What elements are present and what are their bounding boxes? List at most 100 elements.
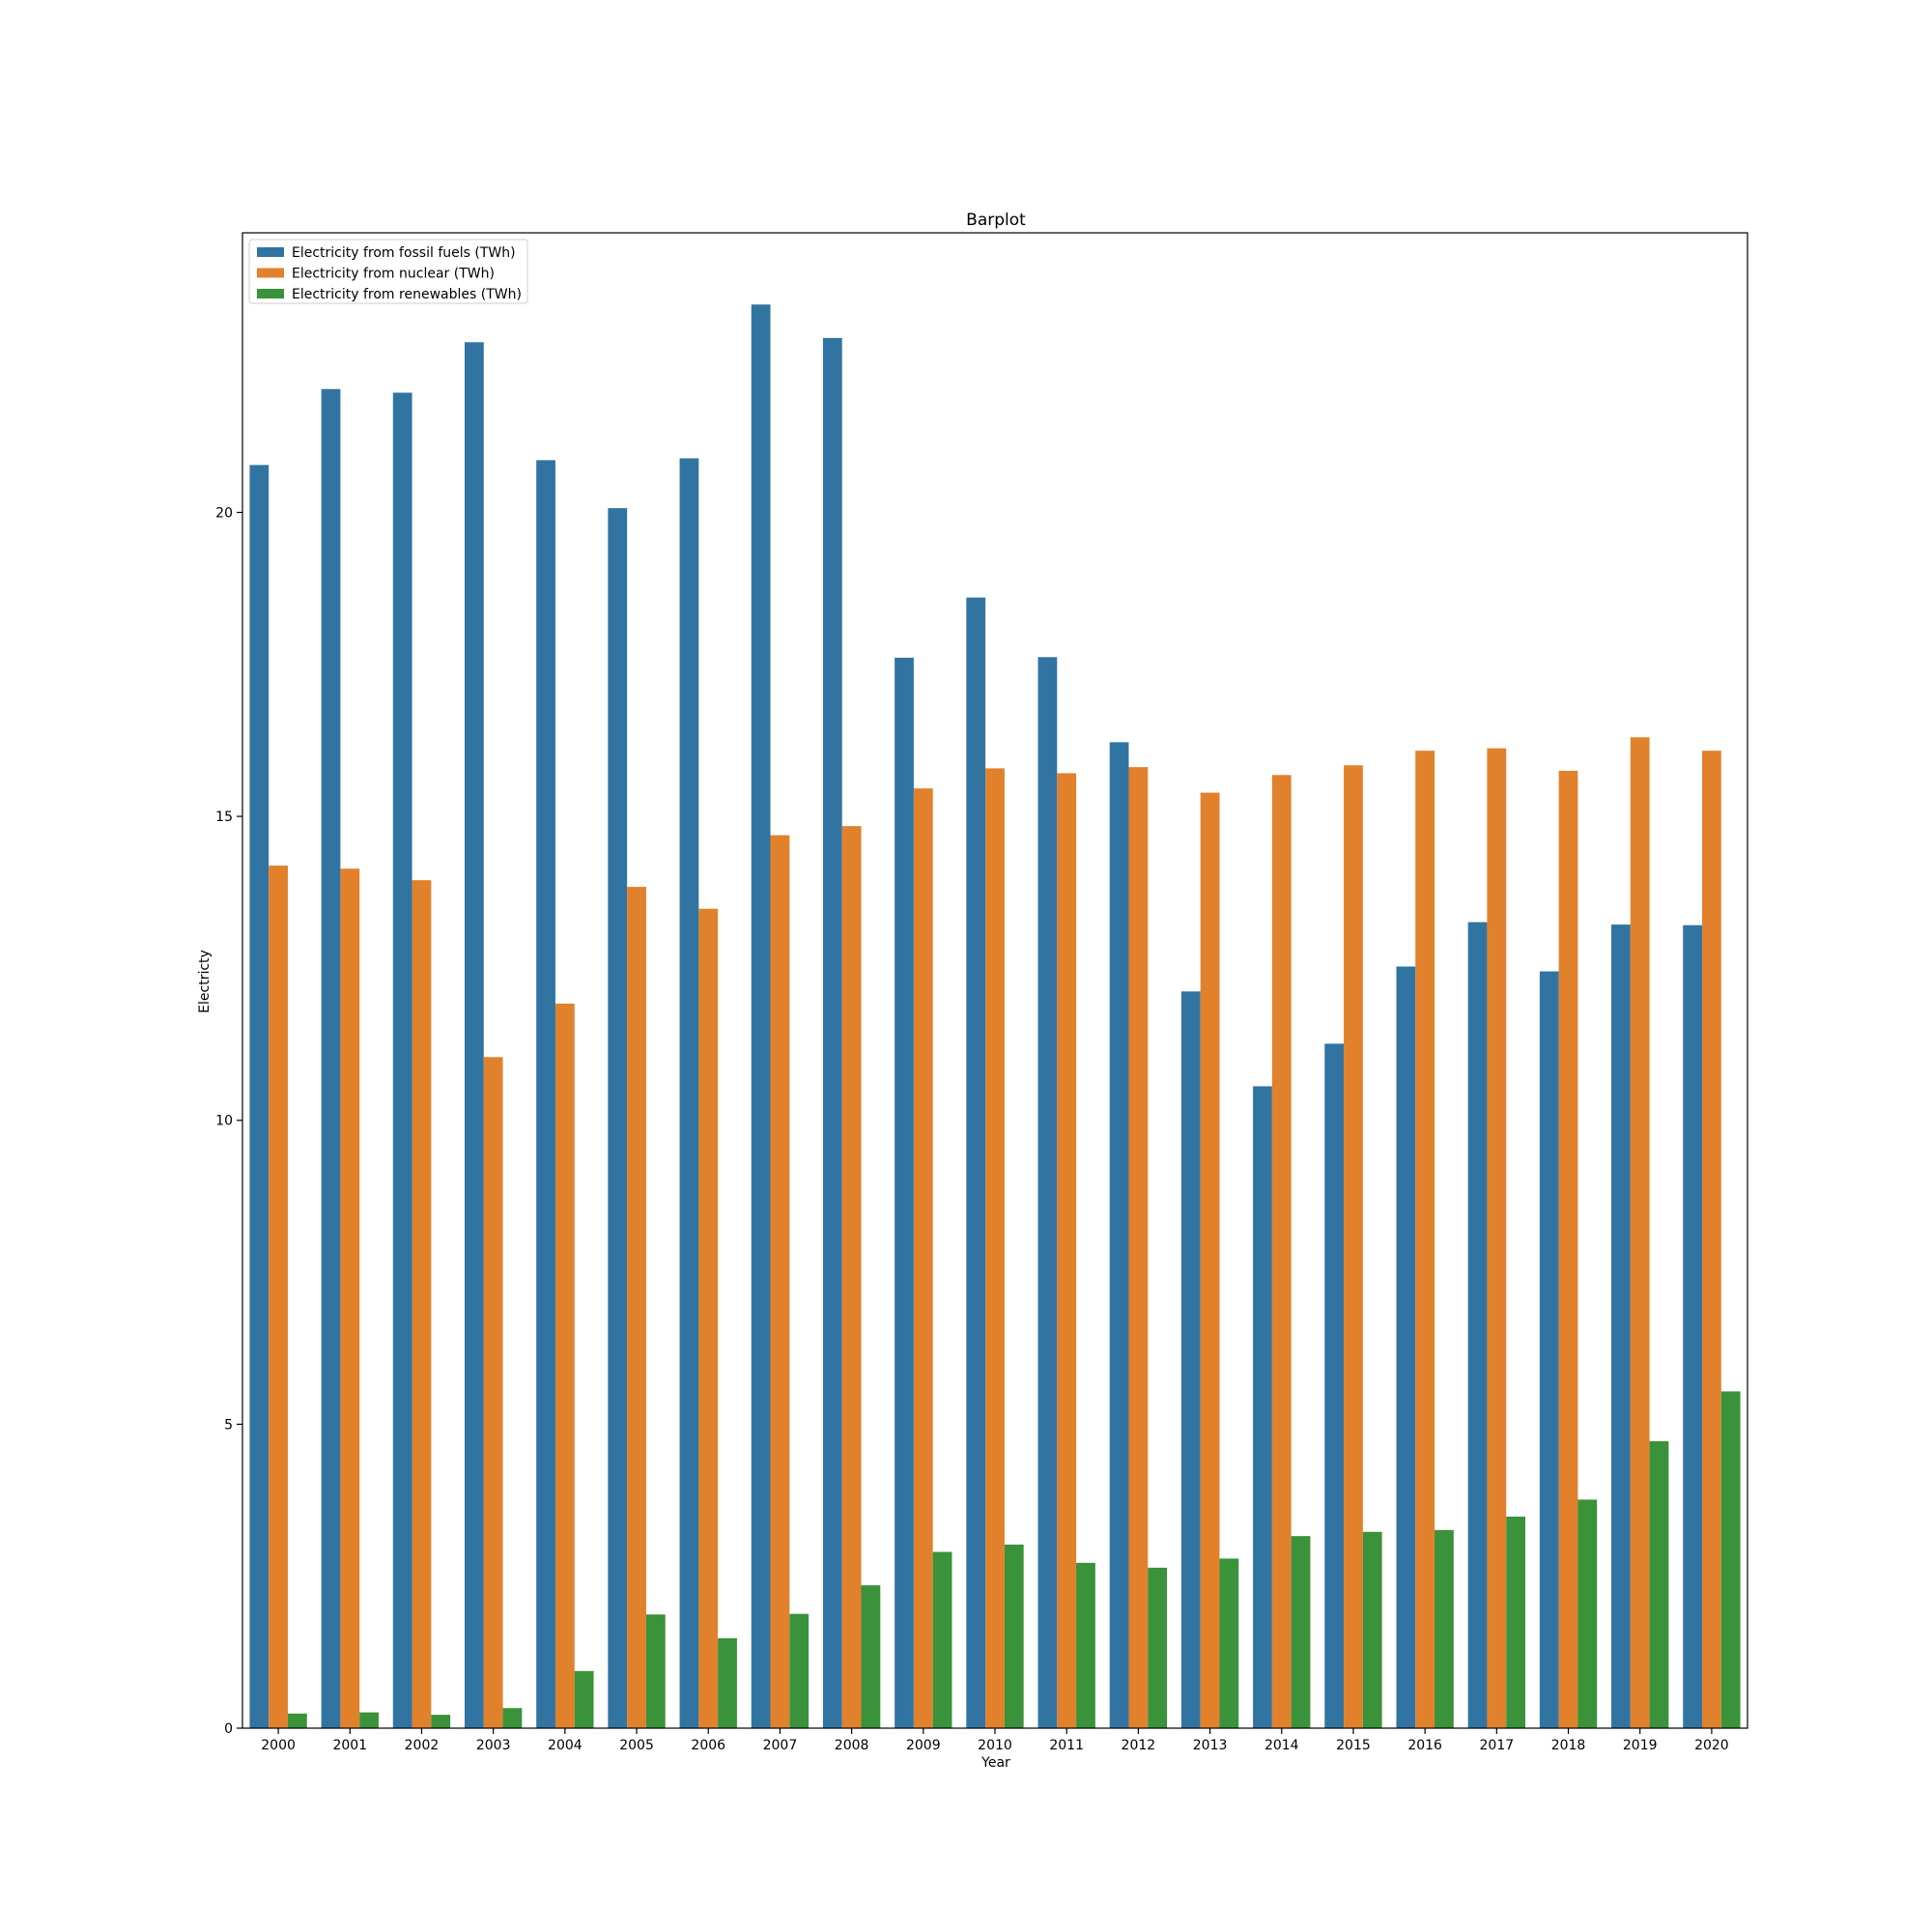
bar-2-20 [1720, 1391, 1741, 1728]
bar-2-15 [1362, 1531, 1382, 1728]
legend-swatch-2 [257, 289, 284, 298]
chart-title: Barplot [966, 211, 1026, 230]
x-tick-label: 2000 [261, 1738, 296, 1753]
bar-1-20 [1702, 751, 1721, 1728]
bar-1-4 [554, 1003, 575, 1728]
bar-1-18 [1558, 770, 1578, 1728]
bar-1-5 [627, 887, 646, 1728]
bar-2-11 [1076, 1562, 1095, 1728]
bar-2-17 [1506, 1517, 1526, 1728]
bar-1-12 [1128, 767, 1149, 1728]
bar-0-9 [895, 657, 914, 1728]
bar-2-2 [431, 1715, 451, 1728]
x-tick-label: 2013 [1193, 1738, 1228, 1753]
bar-2-0 [287, 1713, 307, 1728]
x-tick-label: 2017 [1480, 1738, 1515, 1753]
legend-label-2: Electricity from renewables (TWh) [292, 287, 522, 302]
bar-2-7 [789, 1613, 810, 1728]
bar-1-15 [1344, 765, 1363, 1728]
bar-1-1 [340, 868, 360, 1728]
x-tick-label: 2020 [1694, 1738, 1729, 1753]
x-tick-label: 2014 [1264, 1738, 1299, 1753]
x-tick-label: 2016 [1407, 1738, 1442, 1753]
bar-1-6 [698, 908, 719, 1728]
bar-2-5 [645, 1614, 666, 1728]
bar-2-16 [1435, 1529, 1454, 1728]
bar-2-4 [574, 1670, 594, 1728]
bar-0-3 [464, 342, 484, 1728]
x-tick-label: 2011 [1049, 1738, 1084, 1753]
bar-2-14 [1291, 1536, 1311, 1728]
bar-2-10 [1004, 1544, 1024, 1728]
y-tick-label: 15 [215, 810, 233, 825]
x-tick-label: 2010 [978, 1738, 1012, 1753]
y-tick-label: 0 [224, 1721, 233, 1737]
x-tick-label: 2005 [619, 1738, 654, 1753]
legend-swatch-1 [257, 268, 284, 278]
bar-1-8 [841, 826, 862, 1728]
x-tick-label: 2008 [835, 1738, 869, 1753]
x-tick-label: 2004 [548, 1738, 582, 1753]
bar-2-9 [932, 1551, 952, 1728]
bar-0-13 [1180, 991, 1201, 1728]
bar-0-1 [321, 388, 341, 1729]
bar-0-10 [966, 597, 986, 1728]
bar-1-14 [1271, 775, 1292, 1728]
y-tick-label: 5 [224, 1417, 233, 1433]
legend-swatch-0 [257, 247, 284, 257]
bar-0-20 [1683, 924, 1703, 1728]
bar-0-14 [1253, 1086, 1272, 1728]
legend-label-0: Electricity from fossil fuels (TWh) [292, 245, 516, 261]
y-axis-label: Electricty [197, 950, 213, 1013]
bar-1-11 [1057, 773, 1077, 1728]
x-tick-label: 2018 [1551, 1738, 1586, 1753]
bar-0-11 [1037, 657, 1058, 1728]
y-axis: 0 5 10 15 20 [215, 505, 242, 1737]
bar-1-2 [412, 880, 432, 1728]
bar-1-17 [1487, 748, 1507, 1728]
bars-group [249, 304, 1741, 1729]
x-tick-label: 2006 [691, 1738, 725, 1753]
x-tick-label: 2015 [1336, 1738, 1371, 1753]
bar-0-17 [1467, 922, 1488, 1728]
bar-2-12 [1148, 1567, 1168, 1728]
x-tick-label: 2002 [405, 1738, 440, 1753]
bar-0-15 [1324, 1043, 1345, 1728]
bar-2-3 [502, 1708, 523, 1728]
x-tick-label: 2003 [476, 1738, 511, 1753]
bar-2-13 [1219, 1558, 1239, 1728]
y-tick-label: 10 [215, 1114, 233, 1129]
bar-0-7 [751, 304, 771, 1728]
bar-0-8 [822, 337, 842, 1728]
x-axis-label: Year [980, 1755, 1010, 1771]
bar-1-16 [1415, 751, 1435, 1728]
bar-1-13 [1200, 792, 1220, 1728]
bar-0-16 [1396, 966, 1416, 1728]
bar-1-10 [985, 768, 1005, 1728]
bar-1-0 [269, 866, 288, 1728]
bar-1-7 [770, 835, 790, 1728]
x-tick-label: 2012 [1122, 1738, 1156, 1753]
bar-0-19 [1611, 924, 1631, 1728]
bar-0-0 [249, 465, 270, 1728]
bar-0-5 [608, 508, 628, 1728]
bar-2-1 [359, 1712, 379, 1728]
y-tick-label: 20 [215, 505, 233, 521]
bar-2-8 [861, 1585, 881, 1728]
bar-0-18 [1539, 971, 1559, 1728]
bar-1-3 [483, 1057, 503, 1728]
bar-1-19 [1630, 737, 1650, 1728]
legend-label-1: Electricity from nuclear (TWh) [292, 267, 495, 282]
bar-1-9 [913, 788, 933, 1728]
bar-0-2 [392, 392, 412, 1728]
legend-frame [248, 239, 528, 304]
legend: Electricity from fossil fuels (TWh) Elect… [248, 239, 528, 304]
x-tick-label: 2001 [332, 1738, 367, 1753]
bar-0-12 [1109, 742, 1129, 1728]
bar-0-6 [679, 458, 699, 1729]
x-tick-label: 2007 [763, 1738, 798, 1753]
x-tick-label: 2009 [906, 1738, 941, 1753]
x-axis: 2000 2001 2002 2003 2004 2005 2006 2007 2008 2009… [261, 1728, 1729, 1753]
x-tick-label: 2019 [1623, 1738, 1658, 1753]
